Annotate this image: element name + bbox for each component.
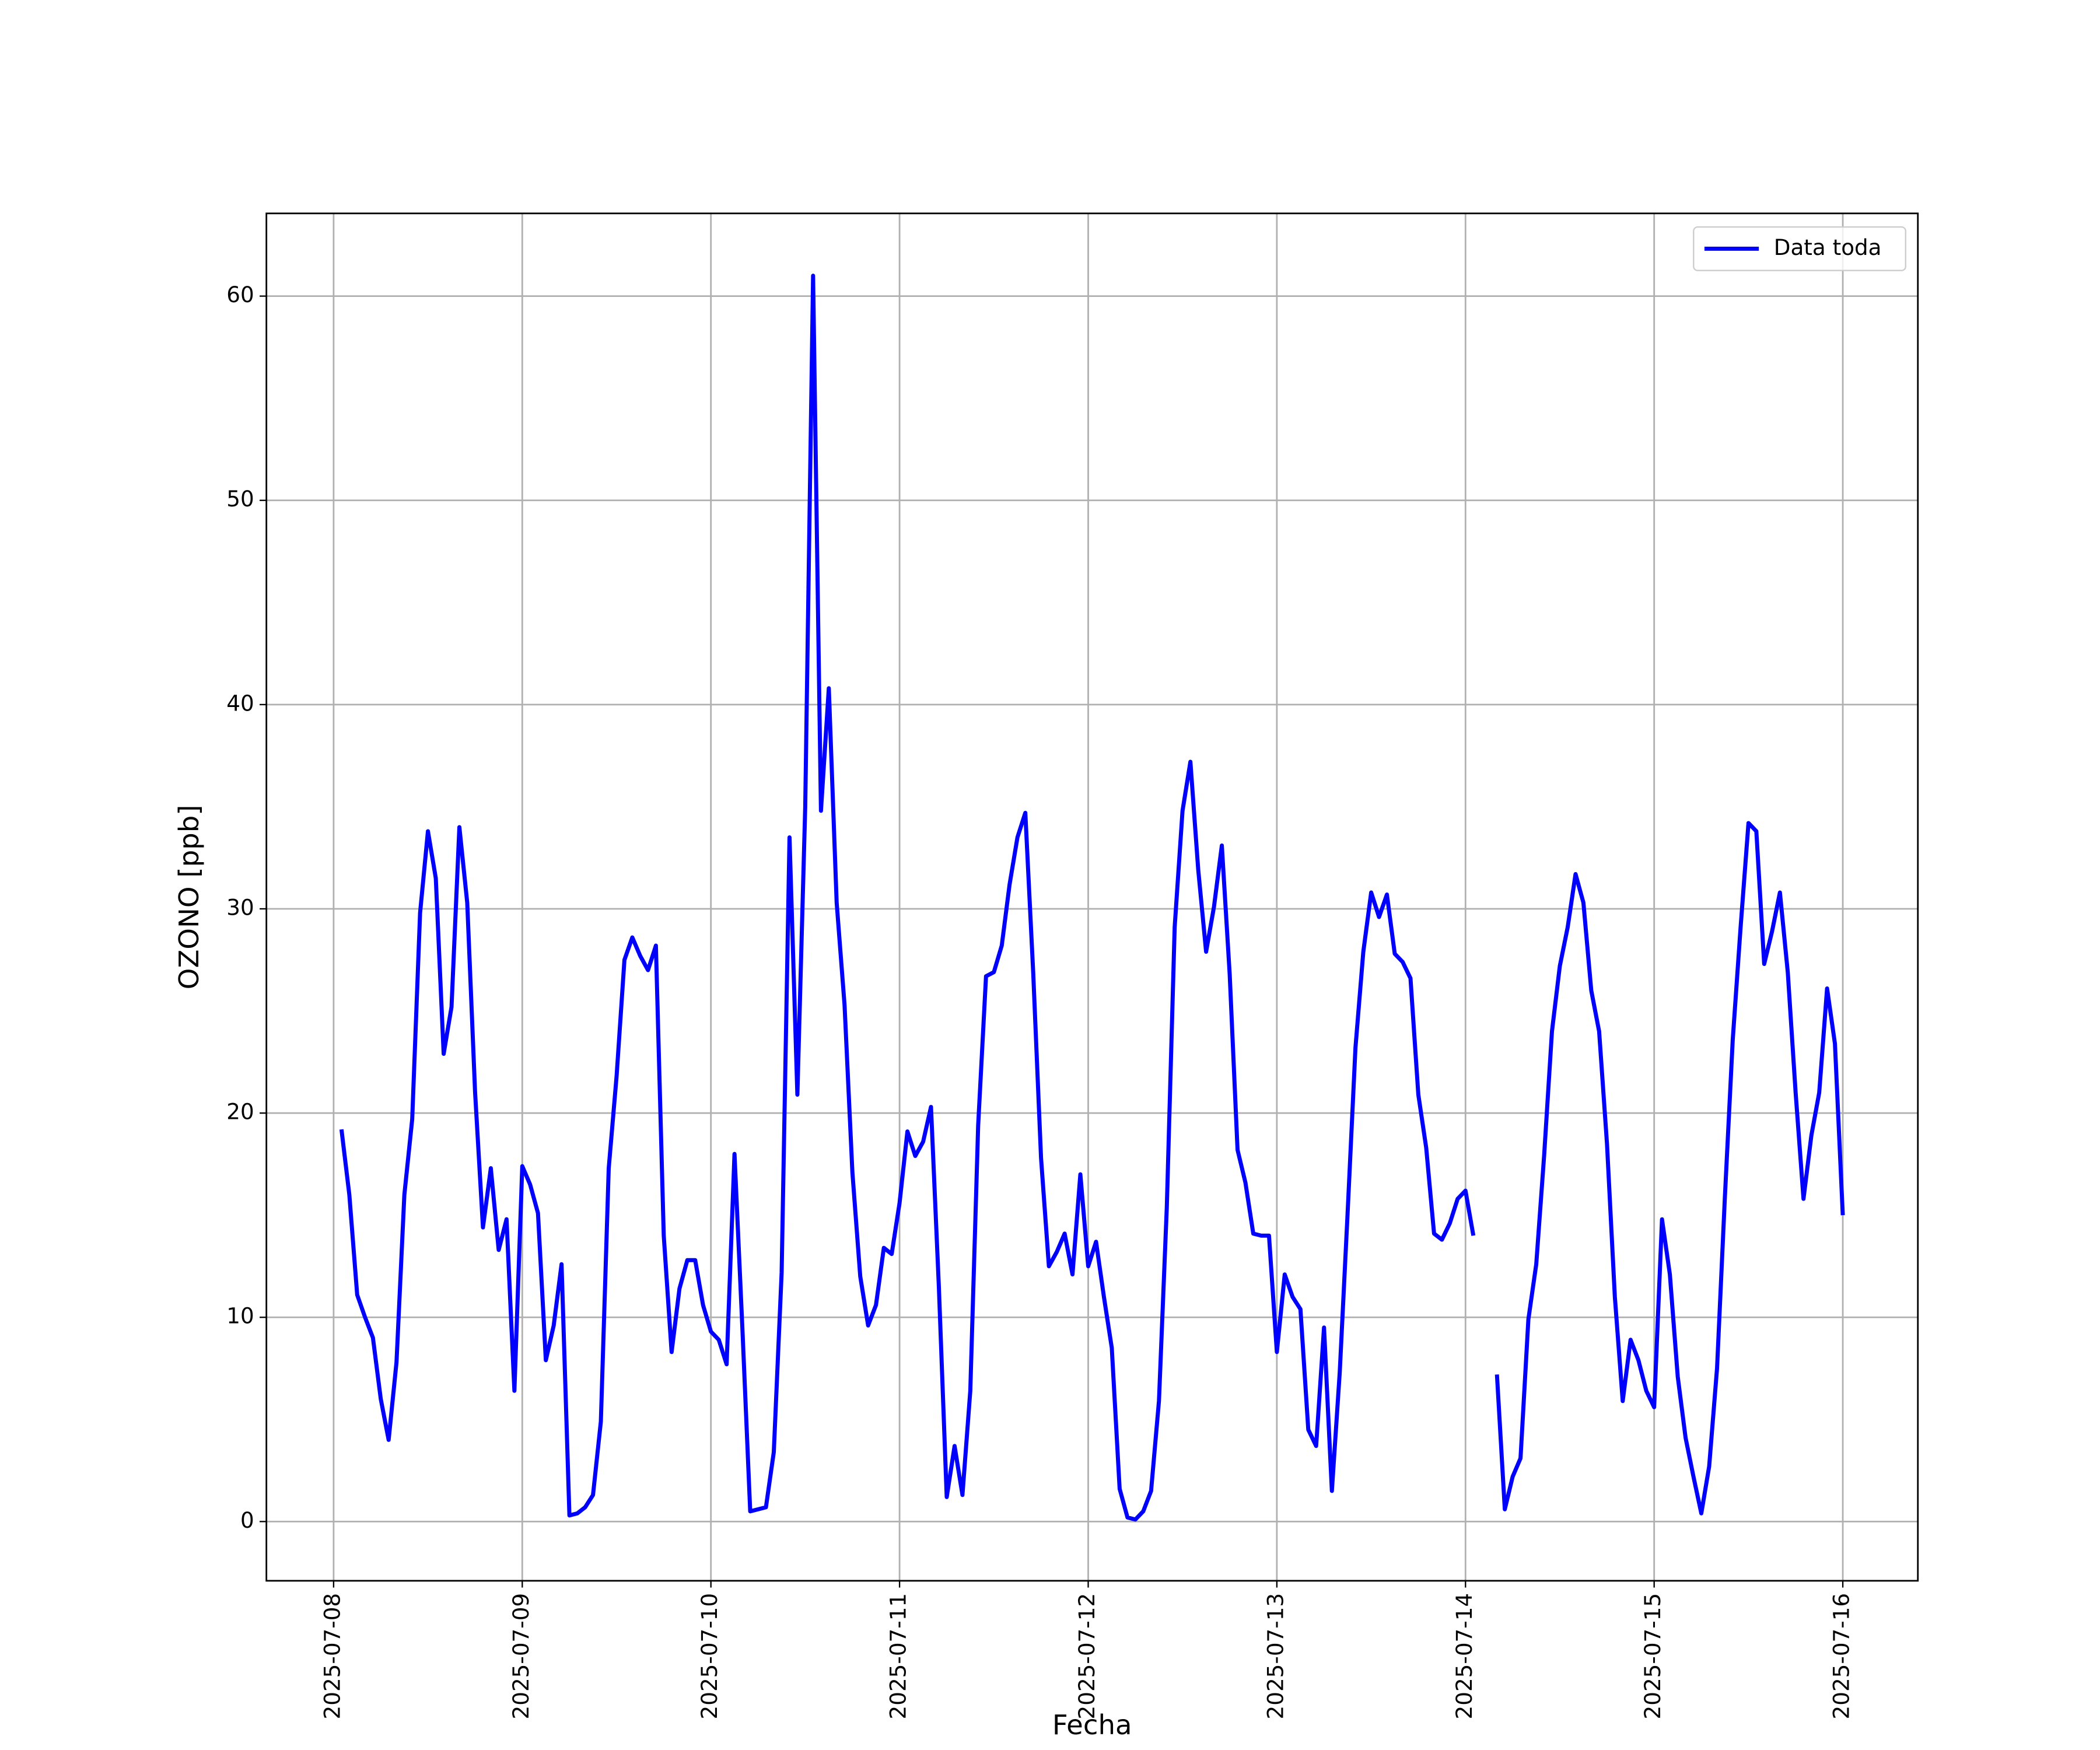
ticks: 0 10 20 30 40 50 60 2025-07-08 2025-07-09 2025-07…	[226, 282, 1854, 1719]
x-tick-label: 2025-07-14	[1451, 1593, 1477, 1720]
y-tick-label: 50	[226, 486, 254, 512]
y-tick-label: 20	[226, 1099, 254, 1125]
x-tick-label: 2025-07-13	[1262, 1593, 1288, 1720]
x-tick-label: 2025-07-11	[886, 1593, 911, 1720]
y-tick-label: 40	[226, 690, 254, 716]
x-tick-label: 2025-07-08	[319, 1593, 345, 1720]
legend: Data toda	[1693, 226, 1906, 271]
y-tick-label: 30	[226, 894, 254, 920]
legend-box	[1693, 226, 1906, 271]
x-axis-label: Fecha	[1052, 1709, 1132, 1741]
y-axis-label: OZONO [ppb]	[173, 805, 205, 990]
x-tick-label: 2025-07-09	[508, 1593, 534, 1720]
legend-label: Data toda	[1774, 235, 1882, 260]
x-tick-label: 2025-07-10	[696, 1593, 722, 1720]
x-tick-label: 2025-07-12	[1074, 1593, 1100, 1720]
grid	[266, 213, 1918, 1581]
x-tick-label: 2025-07-15	[1640, 1593, 1665, 1720]
y-tick-label: 10	[226, 1303, 254, 1329]
y-tick-label: 0	[240, 1507, 254, 1533]
plot-area	[339, 274, 1845, 1522]
data-line	[339, 274, 1845, 1522]
x-tick-label: 2025-07-16	[1829, 1593, 1854, 1720]
axes-frame	[265, 212, 1919, 1582]
y-tick-label: 60	[226, 282, 254, 307]
